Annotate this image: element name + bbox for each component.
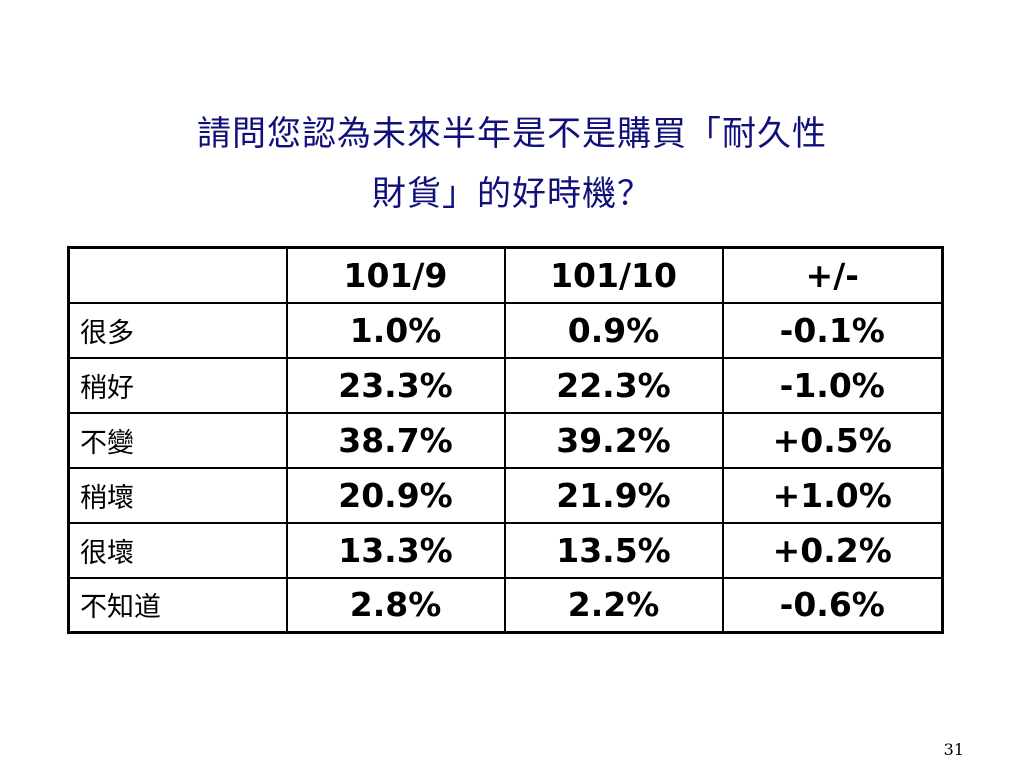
value-period-1: 38.7% bbox=[285, 411, 506, 469]
header-period-2: 101/10 bbox=[503, 246, 724, 304]
table-row: 不知道 2.8% 2.2% -0.6% bbox=[67, 576, 944, 634]
survey-results-table: 101/9 101/10 +/- 很多 1.0% 0.9% -0.1% 稍好 2… bbox=[67, 246, 944, 634]
table-row: 不變 38.7% 39.2% +0.5% bbox=[67, 411, 944, 469]
slide-title: 請問您認為未來半年是不是購買「耐久性 財貨」的好時機？ bbox=[92, 104, 932, 224]
header-corner-cell bbox=[67, 246, 288, 304]
slide-title-line-1: 請問您認為未來半年是不是購買「耐久性 bbox=[197, 114, 827, 154]
row-label: 稍壞 bbox=[67, 466, 288, 524]
page-number: 31 bbox=[943, 740, 964, 759]
row-label: 稍好 bbox=[67, 356, 288, 414]
value-period-1: 2.8% bbox=[285, 576, 506, 634]
value-period-2: 39.2% bbox=[503, 411, 724, 469]
table-row: 稍壞 20.9% 21.9% +1.0% bbox=[67, 466, 944, 524]
row-label: 很壞 bbox=[67, 521, 288, 579]
value-change: -1.0% bbox=[721, 356, 944, 414]
value-period-2: 0.9% bbox=[503, 301, 724, 359]
row-label: 很多 bbox=[67, 301, 288, 359]
row-label: 不變 bbox=[67, 411, 288, 469]
table-row: 很壞 13.3% 13.5% +0.2% bbox=[67, 521, 944, 579]
value-change: -0.6% bbox=[721, 576, 944, 634]
value-change: +0.2% bbox=[721, 521, 944, 579]
value-change: +1.0% bbox=[721, 466, 944, 524]
value-period-1: 1.0% bbox=[285, 301, 506, 359]
value-period-1: 23.3% bbox=[285, 356, 506, 414]
header-period-1: 101/9 bbox=[285, 246, 506, 304]
header-change: +/- bbox=[721, 246, 944, 304]
table-header-row: 101/9 101/10 +/- bbox=[67, 246, 944, 304]
value-change: -0.1% bbox=[721, 301, 944, 359]
value-change: +0.5% bbox=[721, 411, 944, 469]
slide-title-line-2: 財貨」的好時機？ bbox=[372, 174, 652, 214]
value-period-1: 20.9% bbox=[285, 466, 506, 524]
row-label: 不知道 bbox=[67, 576, 288, 634]
table-row: 稍好 23.3% 22.3% -1.0% bbox=[67, 356, 944, 414]
value-period-1: 13.3% bbox=[285, 521, 506, 579]
table-row: 很多 1.0% 0.9% -0.1% bbox=[67, 301, 944, 359]
value-period-2: 2.2% bbox=[503, 576, 724, 634]
value-period-2: 13.5% bbox=[503, 521, 724, 579]
value-period-2: 22.3% bbox=[503, 356, 724, 414]
value-period-2: 21.9% bbox=[503, 466, 724, 524]
